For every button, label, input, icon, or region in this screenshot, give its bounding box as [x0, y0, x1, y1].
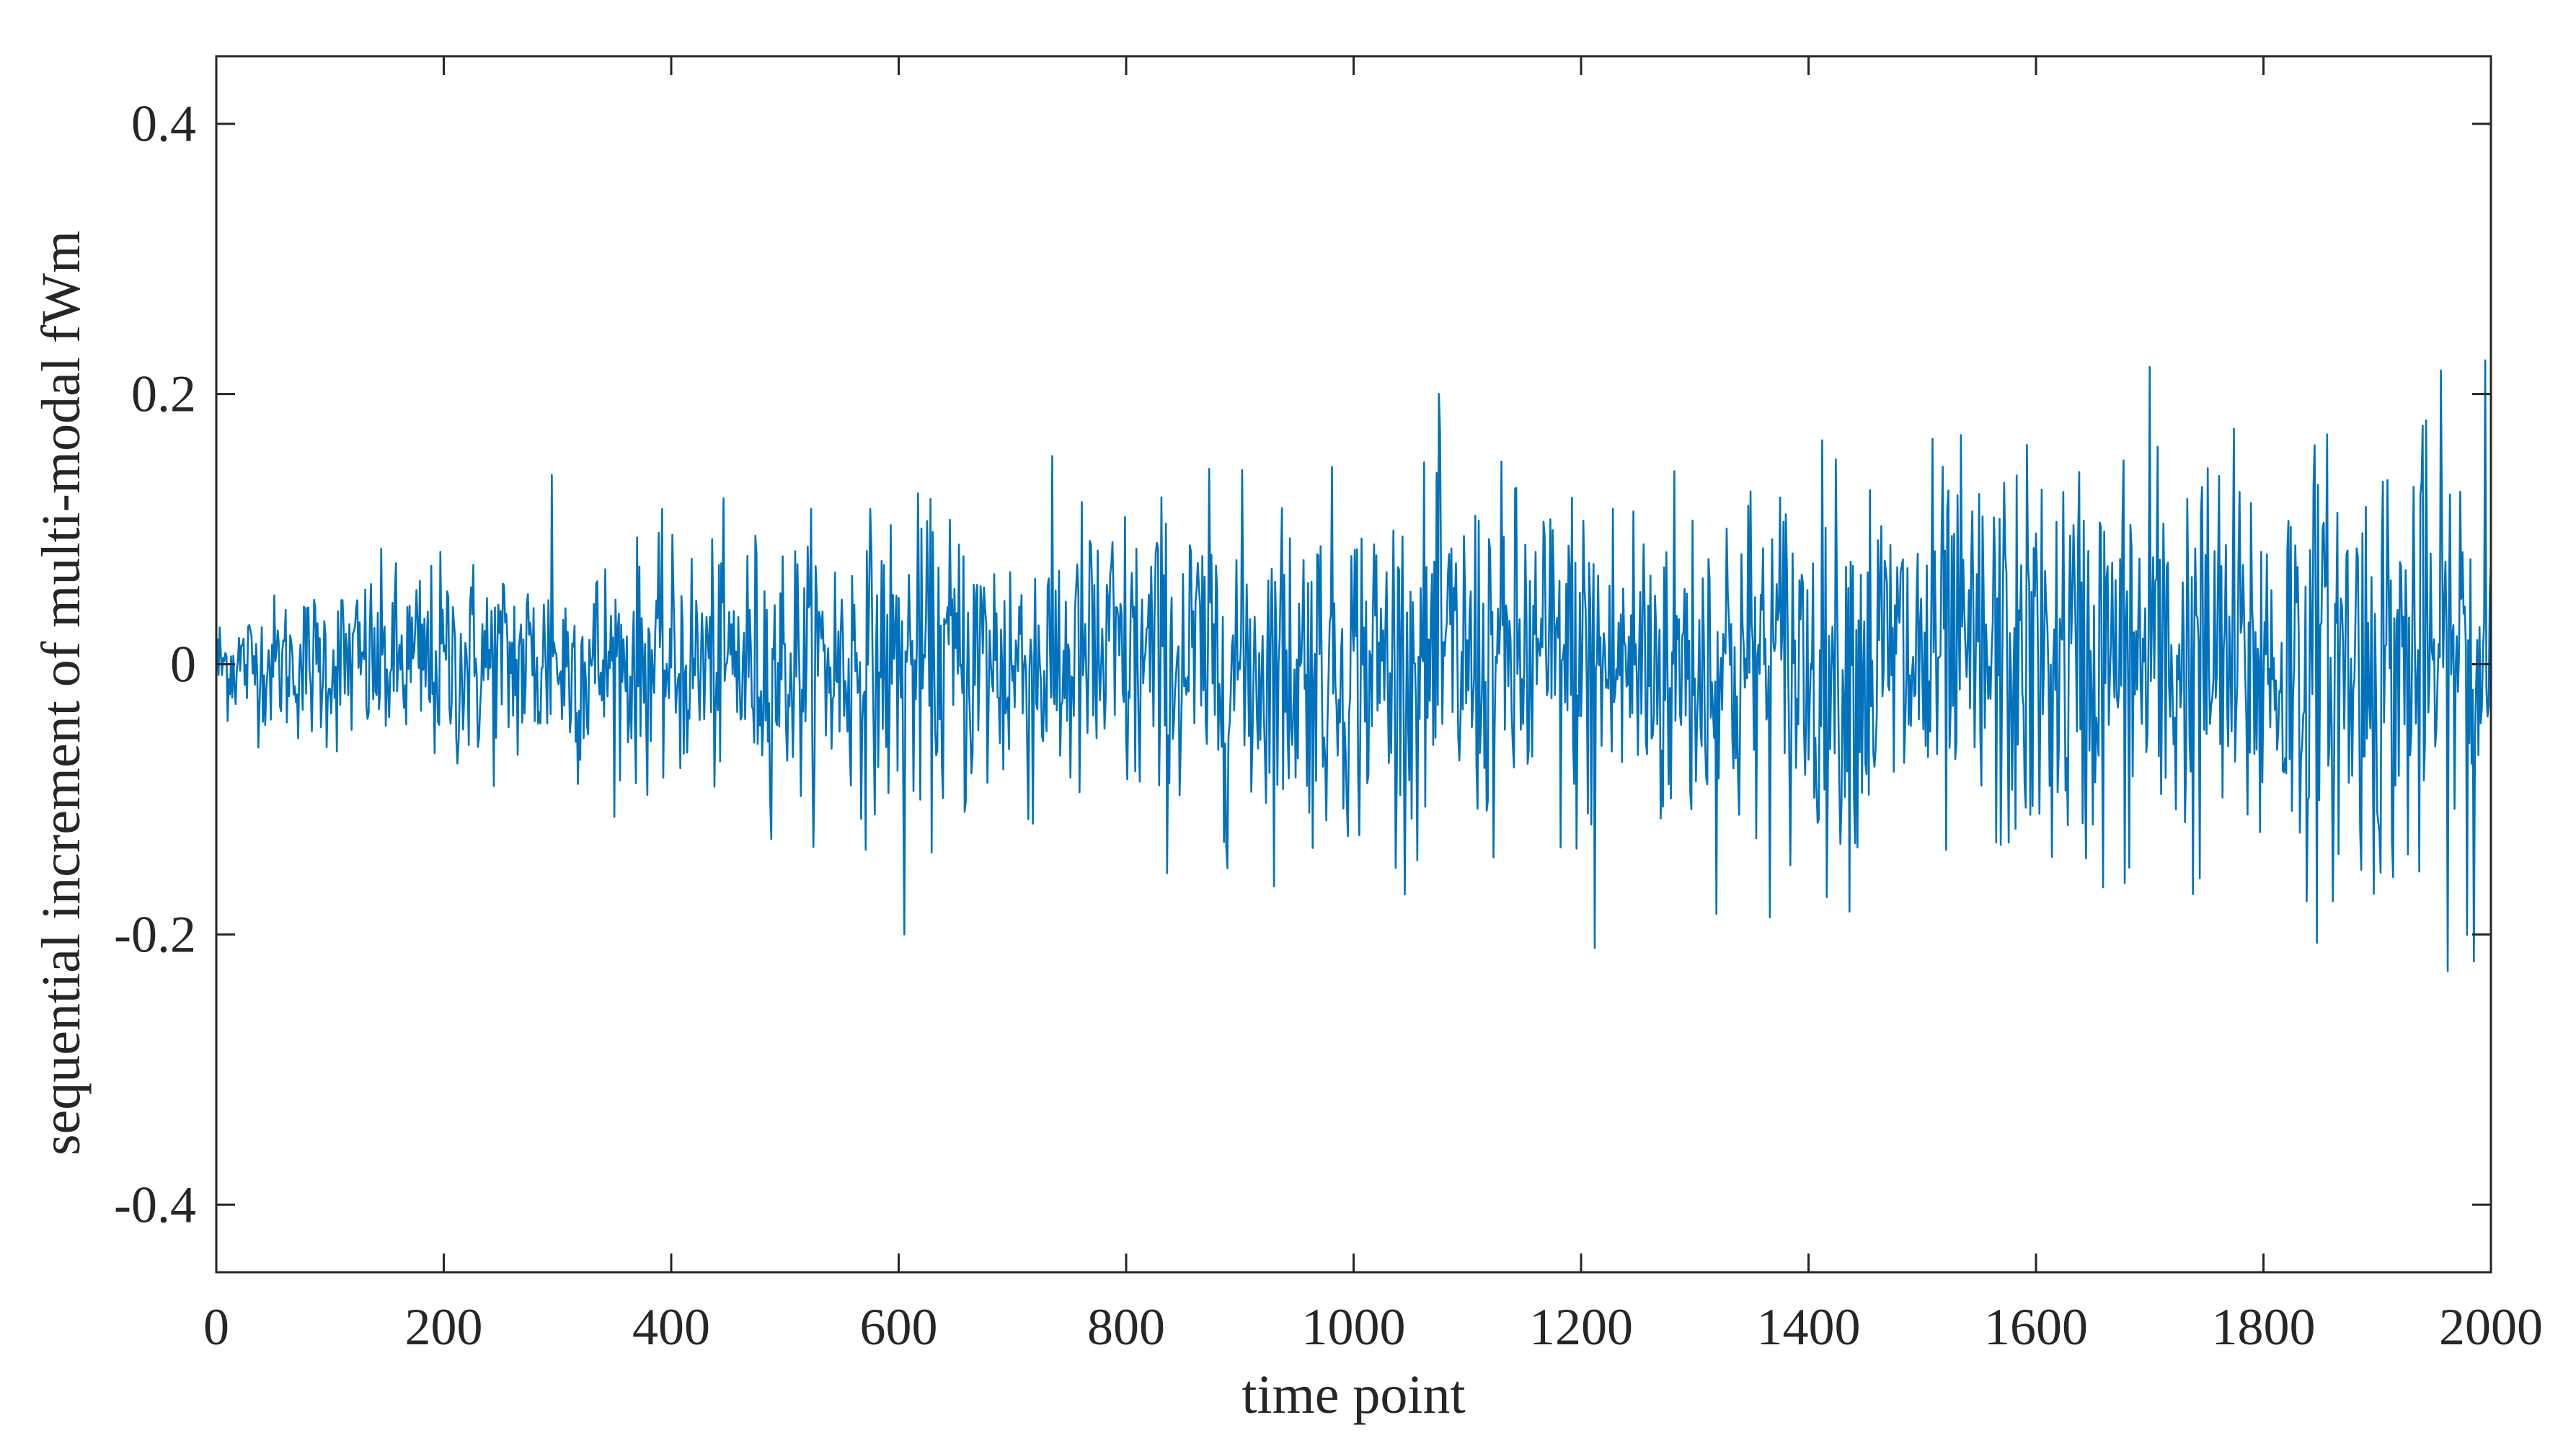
- y-tick-label: -0.4: [114, 1176, 196, 1233]
- x-tick-label: 400: [632, 1298, 710, 1356]
- x-tick-label: 1000: [1302, 1298, 1406, 1356]
- x-tick-label: 800: [1087, 1298, 1165, 1356]
- x-tick-label: 1200: [1529, 1298, 1633, 1356]
- series-line: [215, 359, 2492, 972]
- x-axis-label: time point: [1241, 1365, 1465, 1425]
- plot-area: [215, 359, 2492, 972]
- x-axis-ticks: 0 200 400 600 800 1000 1200 1400 1600 1800 2000: [203, 56, 2543, 1356]
- x-tick-label: 2000: [2439, 1298, 2543, 1356]
- y-tick-label: -0.2: [114, 905, 196, 963]
- x-tick-label: 600: [860, 1298, 938, 1356]
- y-axis-ticks: -0.4 -0.2 0 0.2 0.4: [114, 95, 2491, 1233]
- x-tick-label: 1400: [1757, 1298, 1861, 1356]
- y-axis-label: sequential increment of multi-modal fWm: [31, 231, 92, 1155]
- x-tick-label: 200: [405, 1298, 483, 1356]
- y-tick-label: 0.2: [131, 365, 196, 423]
- x-tick-label: 1800: [2212, 1298, 2316, 1356]
- y-tick-label: 0: [170, 636, 196, 693]
- x-tick-label: 0: [203, 1298, 229, 1356]
- x-tick-label: 1600: [1984, 1298, 2088, 1356]
- y-tick-label: 0.4: [131, 95, 196, 153]
